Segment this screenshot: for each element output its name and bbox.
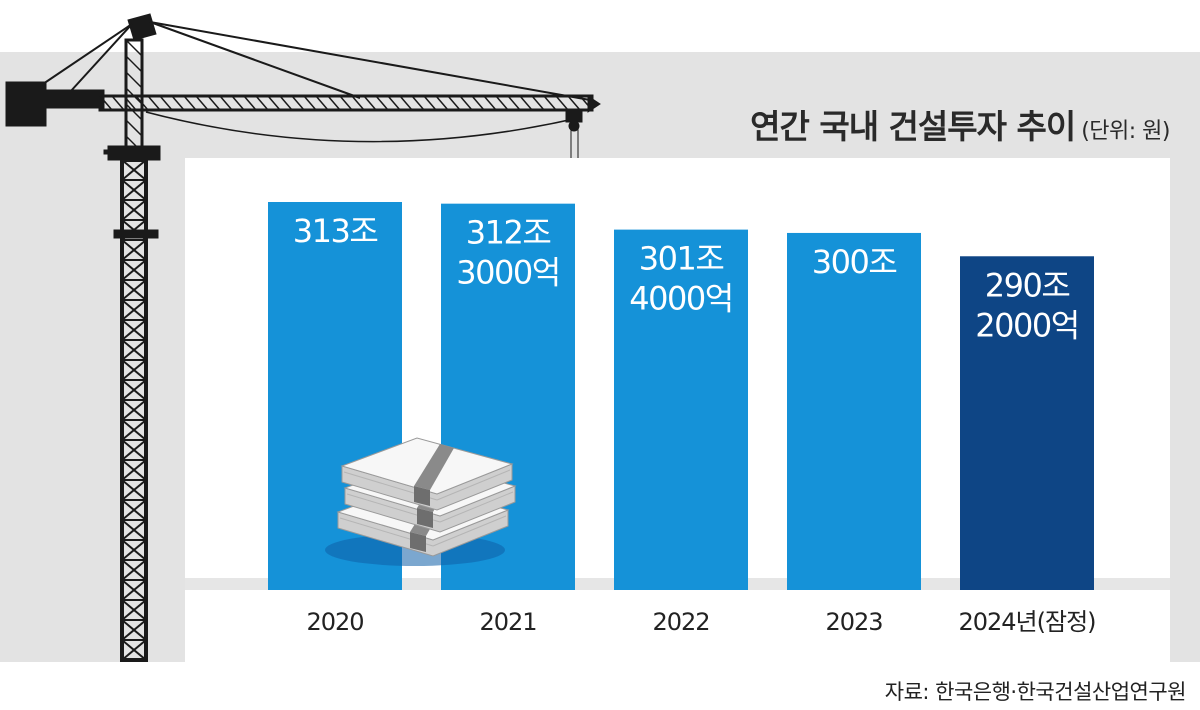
x-tick-label-2022: 2022 <box>652 608 709 636</box>
data-label-2022-0: 301조 <box>639 240 724 278</box>
data-label-2023-0: 300조 <box>812 243 897 281</box>
x-tick-label-2021: 2021 <box>479 608 536 636</box>
chart-title: 연간 국내 건설투자 추이 <box>750 107 1076 146</box>
money-bundle-top <box>340 437 514 511</box>
x-tick-label-2024년(잠정): 2024년(잠정) <box>958 608 1095 636</box>
x-tick-label-2023: 2023 <box>825 608 882 636</box>
bar-2022 <box>614 229 748 590</box>
bar-2024년(잠정) <box>960 256 1094 590</box>
data-label-2021-0: 312조 <box>466 214 551 252</box>
unit-label: (단위: 원) <box>1081 119 1170 144</box>
data-label-2021-1: 3000억 <box>456 254 559 292</box>
source-note: 자료: 한국은행·한국건설산업연구원 <box>884 680 1187 704</box>
data-label-2022-1: 4000억 <box>629 280 732 318</box>
data-label-2024년(잠정)-1: 2000억 <box>975 306 1078 344</box>
data-label-2020-0: 313조 <box>293 212 378 250</box>
x-tick-label-2020: 2020 <box>306 608 363 636</box>
category-labels: 2020 2021 2022 2023 2024년(잠정) <box>306 608 1096 636</box>
tower-crane-icon <box>5 13 601 662</box>
chart-title-block: 연간 국내 건설투자 추이 (단위: 원) <box>750 100 1170 148</box>
data-label-2024년(잠정)-0: 290조 <box>985 266 1070 304</box>
money-stack-icon <box>325 437 517 566</box>
bar-2023 <box>787 232 921 591</box>
